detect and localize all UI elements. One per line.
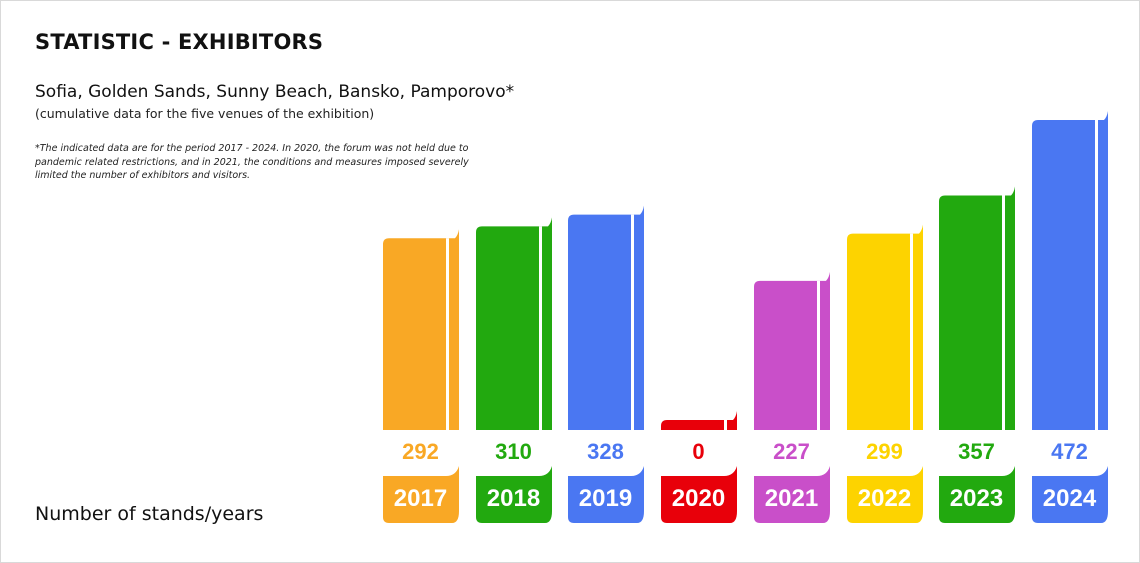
- data-label: 357: [958, 439, 995, 464]
- bar-fold-tip: [1104, 111, 1108, 430]
- category-label: 2020: [672, 485, 725, 512]
- bar-fold-tip: [640, 205, 644, 430]
- bar-fold-line: [724, 420, 727, 430]
- bar: [476, 226, 549, 450]
- bar-fold-line: [910, 233, 913, 430]
- bar-fold-tip: [455, 229, 459, 430]
- data-label: 472: [1051, 439, 1088, 464]
- bar-fold-line: [446, 238, 449, 430]
- bar-fold-line: [1095, 120, 1098, 430]
- bar-group-2023: 357 2023: [939, 186, 1015, 523]
- data-label: 299: [866, 439, 903, 464]
- bar-fold-line: [539, 226, 542, 430]
- bar: [568, 214, 641, 450]
- year-tab: [476, 466, 552, 523]
- year-tab: [1032, 466, 1108, 523]
- value-pill: [939, 430, 1015, 466]
- category-label: 2019: [579, 485, 632, 512]
- bar-fold-line: [631, 214, 634, 430]
- value-pill: [1032, 430, 1108, 466]
- year-tab: [847, 466, 923, 523]
- bar: [383, 238, 456, 450]
- year-tab: [568, 466, 644, 523]
- data-label: 292: [402, 439, 439, 464]
- chart-footnote: *The indicated data are for the period 2…: [35, 143, 469, 181]
- category-label: 2021: [765, 485, 818, 512]
- y-axis-label: Number of stands/years: [35, 503, 264, 525]
- bar-fold-tip: [733, 411, 737, 430]
- value-pill: [383, 430, 459, 466]
- value-pill: [754, 430, 830, 466]
- category-label: 2017: [394, 485, 447, 512]
- value-pill: [847, 430, 923, 466]
- bar: [939, 195, 1012, 450]
- data-label: 310: [495, 439, 532, 464]
- value-pill: [476, 430, 552, 466]
- chart-subtitle: Sofia, Golden Sands, Sunny Beach, Bansko…: [35, 82, 515, 102]
- bar-group-2019: 328 2019: [568, 205, 644, 523]
- bar-fold-tip: [1011, 186, 1015, 430]
- bar: [1032, 120, 1105, 450]
- category-label: 2022: [858, 485, 911, 512]
- category-label: 2023: [950, 485, 1003, 512]
- bar-group-2018: 310 2018: [476, 217, 552, 523]
- bar-fold-line: [817, 280, 820, 430]
- data-label: 0: [692, 439, 704, 464]
- bar: [754, 280, 827, 450]
- bar-fold-tip: [919, 224, 923, 430]
- bar: [847, 233, 920, 450]
- data-label: 328: [587, 439, 624, 464]
- bar-group-2024: 472 2024: [1032, 111, 1108, 523]
- year-tab: [661, 466, 737, 523]
- bar-group-2017: 292 2017: [383, 229, 459, 523]
- category-label: 2018: [487, 485, 540, 512]
- bar-group-2021: 227 2021: [754, 271, 830, 523]
- value-pill: [661, 430, 737, 466]
- bar-fold-line: [1002, 195, 1005, 430]
- data-label: 227: [773, 439, 810, 464]
- bar-group-2022: 299 2022: [847, 224, 923, 523]
- chart-subnote: (cumulative data for the five venues of …: [35, 106, 375, 121]
- chart-title: STATISTIC - EXHIBITORS: [35, 30, 324, 54]
- year-tab: [383, 466, 459, 523]
- bar-fold-tip: [826, 271, 830, 430]
- bar-group-2020: 0 2020: [661, 411, 737, 523]
- category-label: 2024: [1043, 485, 1097, 512]
- year-tab: [939, 466, 1015, 523]
- year-tab: [754, 466, 830, 523]
- value-pill: [568, 430, 644, 466]
- bar-fold-tip: [548, 217, 552, 430]
